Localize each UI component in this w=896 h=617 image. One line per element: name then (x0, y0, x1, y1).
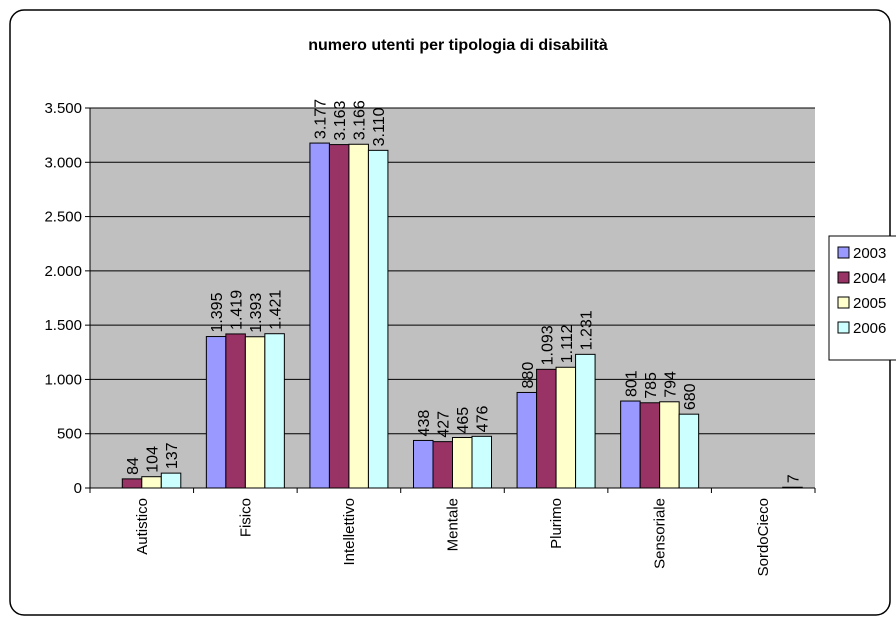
data-label: 438 (416, 410, 433, 437)
data-label: 880 (520, 362, 537, 389)
x-tick-label: Fisico (237, 498, 254, 537)
y-tick-label: 0 (74, 480, 82, 497)
y-tick-label: 1.500 (44, 317, 82, 334)
bar (452, 437, 473, 489)
bar (160, 472, 182, 489)
bar (205, 336, 227, 489)
legend-label: 2006 (853, 320, 886, 337)
x-tick-label: Intellettivo (341, 498, 358, 566)
bar (348, 143, 369, 489)
y-tick-label: 1.000 (44, 371, 82, 388)
legend-label: 2003 (853, 245, 886, 262)
data-label: 3.166 (352, 100, 369, 140)
data-label: 1.112 (559, 324, 576, 363)
y-tick-label: 3.000 (44, 154, 82, 171)
bar (620, 400, 641, 489)
bar (367, 149, 389, 489)
data-label: 785 (643, 372, 660, 399)
y-tick-label: 500 (57, 426, 82, 443)
data-label: 7 (785, 474, 802, 483)
data-label: 137 (164, 442, 181, 469)
bar (328, 144, 350, 489)
legend-label: 2005 (853, 295, 886, 312)
data-label: 1.419 (229, 290, 246, 330)
bar (516, 391, 538, 489)
bar (575, 353, 596, 489)
x-tick-label: Mentale (445, 498, 462, 551)
bar (536, 368, 557, 489)
data-label: 427 (436, 411, 453, 438)
data-label: 680 (682, 383, 699, 410)
bar (121, 478, 143, 489)
data-label: 1.093 (539, 325, 556, 365)
data-label: 3.177 (313, 99, 330, 139)
data-label: 794 (662, 371, 679, 398)
data-label: 3.163 (332, 100, 349, 140)
bar (659, 401, 680, 489)
bar (225, 333, 246, 489)
axes: 0 500 1.000 1.500 2.000 2.500 3.000 3.500 Autist… (44, 100, 816, 576)
chart-title: numero utenti per tipologia di disabilit… (308, 37, 608, 54)
bar (413, 439, 434, 489)
bar (432, 441, 453, 489)
data-label: 1.231 (578, 310, 595, 350)
bar (555, 366, 577, 489)
bars (121, 142, 803, 489)
y-tick-label: 3.500 (44, 100, 82, 117)
x-tick-label: Autistico (134, 498, 151, 555)
bar (471, 435, 492, 489)
data-label: 476 (475, 406, 492, 433)
legend-swatch (837, 296, 850, 309)
legend-swatch (837, 246, 850, 259)
data-label: 1.395 (209, 292, 226, 332)
bar (639, 402, 661, 489)
y-tick-label: 2.000 (44, 263, 82, 280)
x-tick-label: Plurimo (548, 498, 565, 549)
bar (309, 142, 330, 489)
data-label: 465 (455, 407, 472, 434)
x-tick-label: SordoCieco (755, 498, 772, 576)
bar (678, 413, 700, 489)
data-label: 3.110 (371, 107, 388, 146)
y-tick-label: 2.500 (44, 209, 82, 226)
bar (244, 336, 266, 489)
x-tick-label: Sensoriale (652, 498, 669, 569)
legend-swatch (837, 271, 850, 284)
legend: 2003 2004 2005 2006 (828, 235, 896, 361)
bar (141, 476, 162, 489)
bar (264, 333, 285, 489)
data-label: 1.393 (248, 293, 265, 333)
data-label: 801 (623, 370, 640, 397)
data-label: 104 (145, 446, 162, 473)
data-label: 1.421 (268, 290, 285, 330)
legend-label: 2004 (853, 270, 886, 287)
legend-swatch (837, 321, 850, 334)
data-label: 84 (125, 457, 142, 475)
